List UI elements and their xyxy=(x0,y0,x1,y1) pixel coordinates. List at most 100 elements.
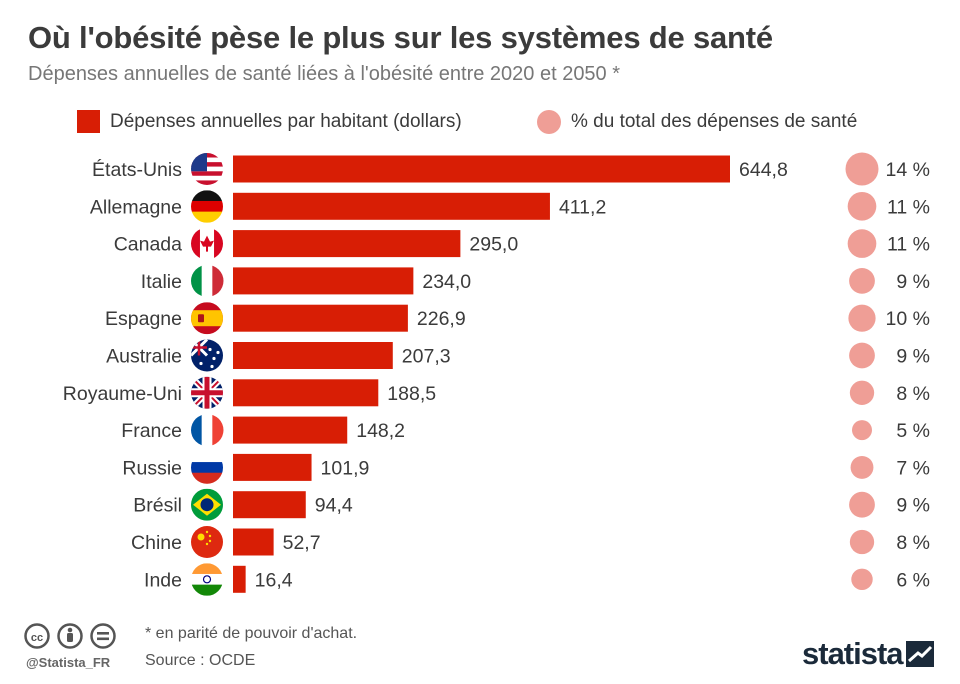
category-label: Brésil xyxy=(133,495,182,517)
bar xyxy=(233,230,461,258)
bar xyxy=(233,155,730,183)
percent-label: 8 % xyxy=(896,383,930,405)
data-label: 411,2 xyxy=(559,196,606,218)
bar xyxy=(233,379,379,407)
percent-dot xyxy=(849,529,875,555)
flag-it-icon xyxy=(191,264,224,297)
data-label: 295,0 xyxy=(469,234,518,256)
percent-label: 11 % xyxy=(887,196,930,218)
percent-dot xyxy=(849,268,875,294)
percent-dot xyxy=(849,342,875,369)
flag-fr-icon xyxy=(191,414,224,447)
noderivs-icon xyxy=(90,623,116,649)
flag-gb-icon xyxy=(191,376,223,409)
bar-row: France 148,2 5 % xyxy=(121,414,930,447)
flag-cn-icon xyxy=(191,526,223,558)
twitter-handle: @Statista_FR xyxy=(26,655,111,670)
bar-row: Royaume-Uni 188,5 8 % xyxy=(63,376,930,409)
bar-chart: États-Unis 644,8 14 %Allemagne 411,2 11 %Can… xyxy=(63,152,930,596)
category-label: Chine xyxy=(131,532,182,554)
bar-row: Australie 207,3 9 % xyxy=(106,339,930,372)
percent-label: 9 % xyxy=(896,346,930,368)
percent-dot xyxy=(847,229,877,258)
percent-dot xyxy=(848,304,876,332)
bar-row: Chine 52,7 8 % xyxy=(131,526,930,558)
percent-label: 10 % xyxy=(886,308,930,330)
source-note: Source : OCDE xyxy=(145,652,256,669)
bar xyxy=(233,192,550,220)
bar xyxy=(233,304,408,332)
category-label: Russie xyxy=(122,457,182,479)
statista-logo: statista xyxy=(802,636,904,671)
chart-title: Où l'obésité pèse le plus sur les systèm… xyxy=(28,20,773,55)
percent-dot xyxy=(849,380,875,405)
bar-row: Canada 295,0 11 % xyxy=(114,227,930,260)
category-label: Australie xyxy=(106,346,182,368)
legend-dot-swatch xyxy=(537,110,561,134)
data-label: 207,3 xyxy=(402,346,451,368)
category-label: États-Unis xyxy=(92,158,182,181)
bar-row: États-Unis 644,8 14 % xyxy=(92,152,930,186)
percent-label: 8 % xyxy=(896,532,930,554)
bar-row: Italie 234,0 9 % xyxy=(141,264,930,297)
percent-label: 7 % xyxy=(896,457,930,479)
bar-row: Russie 101,9 7 % xyxy=(122,451,930,484)
data-label: 188,5 xyxy=(387,383,436,405)
category-label: Italie xyxy=(141,271,182,293)
legend-item-bars: Dépenses annuelles par habitant (dollars… xyxy=(77,110,462,133)
percent-label: 5 % xyxy=(896,420,930,442)
bar xyxy=(233,453,312,481)
legend-bar-swatch xyxy=(77,110,100,133)
bar xyxy=(233,416,348,444)
bar xyxy=(233,342,393,369)
percent-label: 6 % xyxy=(896,569,930,591)
category-label: Canada xyxy=(114,234,182,256)
percent-dot xyxy=(845,152,879,186)
percent-label: 9 % xyxy=(896,495,930,517)
attribution-icon xyxy=(57,623,83,649)
flag-au-icon xyxy=(191,339,223,372)
cc-icon: cc xyxy=(24,623,50,649)
bar xyxy=(233,528,274,556)
svg-text:cc: cc xyxy=(31,632,43,644)
category-label: France xyxy=(121,420,182,442)
bar-row: Brésil 94,4 9 % xyxy=(133,488,930,521)
percent-dot xyxy=(850,455,874,479)
footnote: * en parité de pouvoir d'achat. xyxy=(145,625,358,642)
data-label: 52,7 xyxy=(283,532,321,554)
flag-br-icon xyxy=(191,488,223,521)
data-label: 16,4 xyxy=(255,569,293,591)
legend-bar-label: Dépenses annuelles par habitant (dollars… xyxy=(110,110,462,132)
bar xyxy=(233,491,306,519)
data-label: 94,4 xyxy=(315,495,353,517)
bar-row: Espagne 226,9 10 % xyxy=(105,302,930,335)
flag-ca-icon xyxy=(191,227,223,260)
chart-subtitle: Dépenses annuelles de santé liées à l'ob… xyxy=(28,63,621,85)
category-label: Allemagne xyxy=(90,196,182,218)
bar xyxy=(233,267,414,295)
flag-de-icon xyxy=(191,190,223,223)
percent-dot xyxy=(847,191,877,221)
flag-us-icon xyxy=(191,153,223,185)
data-label: 226,9 xyxy=(417,308,466,330)
flag-ru-icon xyxy=(191,451,223,484)
flag-in-icon xyxy=(191,563,223,596)
percent-dot xyxy=(852,420,872,441)
category-label: Inde xyxy=(144,569,182,591)
license-icons: cc xyxy=(24,623,116,649)
data-label: 644,8 xyxy=(739,159,788,181)
percent-label: 14 % xyxy=(886,159,930,181)
bar-row: Allemagne 411,2 11 % xyxy=(90,190,930,223)
percent-label: 11 % xyxy=(887,234,930,256)
bar xyxy=(233,565,246,593)
percent-dot xyxy=(849,491,875,518)
legend-dot-label: % du total des dépenses de santé xyxy=(571,111,858,132)
statista-logo-icon xyxy=(906,641,934,667)
data-label: 234,0 xyxy=(422,271,471,293)
data-label: 148,2 xyxy=(356,420,405,442)
category-label: Royaume-Uni xyxy=(63,383,182,405)
legend-item-dots: % du total des dépenses de santé xyxy=(537,110,857,134)
data-label: 101,9 xyxy=(321,457,370,479)
percent-dot xyxy=(851,568,873,591)
flag-es-icon xyxy=(191,302,223,335)
